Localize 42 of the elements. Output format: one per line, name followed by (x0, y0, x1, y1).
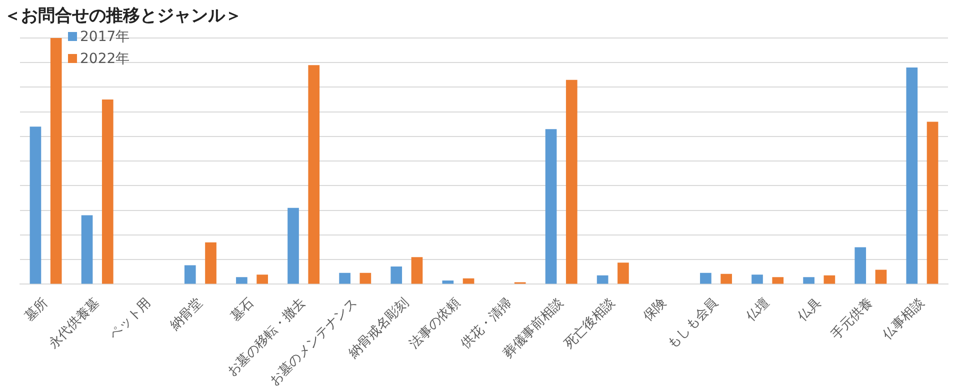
bar (288, 208, 299, 284)
bar (596, 275, 608, 284)
chart-title: ＜お問合せの推移とジャンル＞ (4, 5, 242, 27)
bar (700, 272, 712, 284)
legend-label: 2022年 (80, 51, 130, 67)
x-tick-label: 死亡後相談 (560, 294, 618, 352)
bar (184, 265, 196, 284)
bar (720, 274, 732, 284)
bar (205, 242, 216, 284)
bar (411, 257, 423, 284)
bar (926, 122, 938, 284)
bar (772, 277, 784, 284)
x-tick-label: ペット用 (106, 295, 154, 343)
bar (854, 247, 866, 284)
bar (545, 129, 557, 284)
bar (462, 278, 474, 284)
x-tick-label: 手元供養 (828, 295, 876, 343)
x-tick-label: 仏具 (794, 295, 824, 326)
x-tick-label: 納骨堂 (167, 295, 206, 334)
bar (339, 272, 350, 284)
x-tick-label: 墓石 (228, 295, 258, 324)
bar (81, 215, 93, 284)
x-tick-label: 墓所 (22, 295, 51, 324)
x-tick-label: 仏事相談 (879, 295, 928, 344)
bar (566, 80, 578, 284)
legend-label: 2017年 (80, 29, 130, 45)
bar (752, 274, 763, 284)
x-tick-label: 仏壇 (743, 295, 773, 326)
bar (102, 100, 114, 284)
bar (442, 280, 454, 284)
bar (803, 277, 814, 284)
bar (824, 275, 836, 284)
bar (30, 126, 42, 284)
bar (256, 274, 268, 284)
bar (875, 270, 887, 284)
bar (308, 65, 320, 284)
bar (618, 262, 629, 284)
bar (236, 277, 248, 284)
bar (906, 68, 918, 284)
bar (50, 38, 62, 284)
bar (360, 272, 372, 284)
bar (390, 266, 402, 284)
